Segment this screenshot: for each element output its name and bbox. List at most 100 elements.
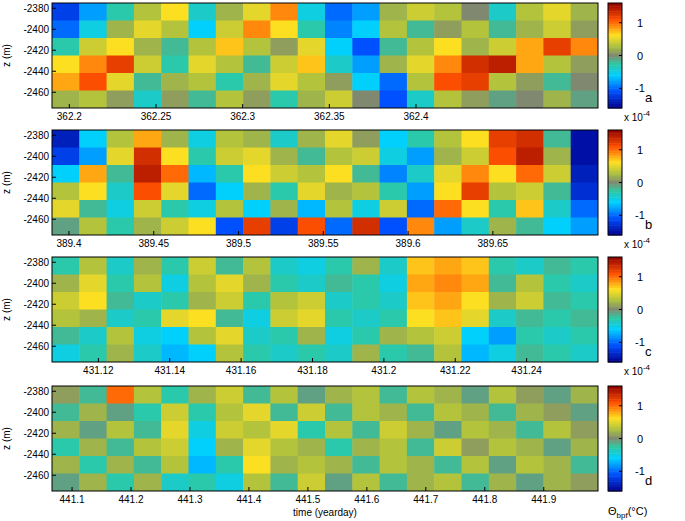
cell — [298, 183, 326, 201]
cell — [516, 456, 544, 474]
cell — [571, 421, 598, 439]
cell — [298, 38, 326, 56]
cell — [270, 38, 298, 56]
cell — [161, 292, 189, 310]
cell — [216, 183, 244, 201]
colorbar: -101 — [608, 3, 645, 109]
cell — [270, 386, 298, 404]
cell — [516, 386, 544, 404]
x-tick — [156, 104, 157, 108]
y-tick — [52, 177, 56, 178]
cell — [571, 165, 598, 183]
cell — [489, 165, 517, 183]
cell — [434, 275, 462, 293]
cell — [571, 130, 598, 148]
cell — [462, 148, 490, 166]
cell — [434, 292, 462, 310]
cell — [161, 257, 189, 275]
y-tick — [52, 156, 56, 157]
x-tick-label: 389.65 — [478, 238, 509, 249]
cell — [380, 421, 408, 439]
cell — [434, 56, 462, 74]
cell — [216, 200, 244, 218]
cell — [134, 474, 162, 492]
x-tick — [408, 231, 409, 235]
cell — [325, 148, 353, 166]
cell — [79, 165, 107, 183]
cell — [352, 218, 380, 236]
cell — [52, 91, 80, 109]
x-tick — [312, 358, 313, 362]
x-tick-label: 362.4 — [403, 111, 428, 122]
cell — [189, 73, 217, 91]
cell — [161, 275, 189, 293]
cell — [52, 21, 80, 39]
cell — [380, 21, 408, 39]
cells — [52, 3, 598, 108]
cell — [462, 130, 490, 148]
cell — [325, 386, 353, 404]
cell — [407, 73, 435, 91]
cell — [161, 148, 189, 166]
cell — [134, 310, 162, 328]
y-tick-label: -2460 — [23, 470, 49, 481]
y-tick-label: -2440 — [23, 449, 49, 460]
cell — [189, 439, 217, 457]
panel-label: d — [645, 473, 652, 488]
cell — [489, 456, 517, 474]
cell — [107, 404, 135, 422]
cell — [243, 73, 271, 91]
x-tick-label: 441.2 — [118, 494, 143, 505]
cell — [270, 21, 298, 39]
cell — [407, 275, 435, 293]
cell — [52, 292, 80, 310]
cell — [107, 474, 135, 492]
cell — [352, 327, 380, 345]
colorbar-tick-label: -1 — [635, 82, 645, 94]
x-tick — [238, 231, 239, 235]
panel-label: a — [645, 90, 653, 105]
cell — [79, 21, 107, 39]
cell — [298, 130, 326, 148]
y-tick-label: -2420 — [23, 172, 49, 183]
cell — [462, 327, 490, 345]
cell — [571, 345, 598, 363]
cell — [270, 148, 298, 166]
cell — [325, 218, 353, 236]
cell — [270, 404, 298, 422]
cell — [161, 56, 189, 74]
y-tick — [52, 391, 56, 392]
cell — [407, 474, 435, 492]
x-tick-label: 362.3 — [230, 111, 255, 122]
cell — [516, 439, 544, 457]
panel-label: c — [645, 344, 652, 359]
cell — [516, 310, 544, 328]
x-tick — [323, 231, 324, 235]
y-tick-label: -2400 — [23, 278, 49, 289]
cell — [79, 310, 107, 328]
cell — [79, 421, 107, 439]
y-tick-label: -2420 — [23, 45, 49, 56]
cell — [79, 130, 107, 148]
x-tick-label: 389.45 — [138, 238, 169, 249]
cell — [243, 292, 271, 310]
cell — [380, 327, 408, 345]
cell — [189, 404, 217, 422]
cell — [270, 345, 298, 363]
cell — [380, 200, 408, 218]
cell — [352, 3, 380, 21]
y-tick-label: -2400 — [23, 24, 49, 35]
cell — [216, 21, 244, 39]
multiplier-exponent: -4 — [643, 363, 651, 372]
cell — [543, 183, 571, 201]
y-tick-label: -2460 — [23, 341, 49, 352]
cell — [407, 292, 435, 310]
cell — [462, 474, 490, 492]
cell — [325, 345, 353, 363]
multiplier-base: x 10 — [624, 112, 643, 123]
x-tick — [329, 104, 330, 108]
cell — [270, 439, 298, 457]
x-tick-label: 431.18 — [297, 365, 328, 376]
cell — [52, 275, 80, 293]
colorbar-tick-label: -1 — [635, 465, 645, 477]
